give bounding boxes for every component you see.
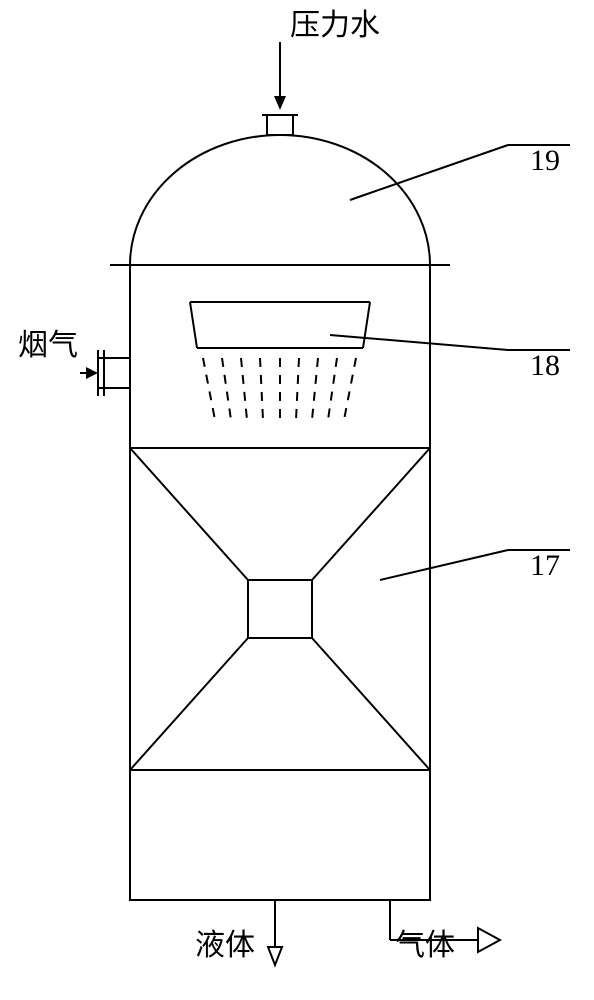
- left-inlet-arrow-head: [86, 367, 98, 379]
- top-nozzle: [267, 115, 293, 135]
- funnel-down-left: [130, 638, 248, 770]
- spray-line: [327, 358, 337, 424]
- callout-17-leader: [380, 550, 508, 580]
- spray-line: [222, 358, 232, 424]
- spray-line: [312, 358, 318, 424]
- hourglass-neck: [248, 580, 312, 638]
- funnel-up-right: [312, 448, 430, 580]
- funnel-down-right: [312, 638, 430, 770]
- label-gas: 气体: [395, 929, 455, 962]
- gas-arrow-head: [478, 928, 500, 952]
- callout-19-leader: [350, 145, 508, 200]
- label-pressure-water: 压力水: [290, 9, 380, 42]
- diagram-svg: 压力水烟气液体 气体 19 18 17: [0, 0, 594, 1000]
- callout-17-number: 17: [530, 549, 560, 582]
- label-liquid: 液体: [195, 929, 255, 962]
- spray-line: [296, 358, 299, 424]
- callout-19-number: 19: [530, 144, 560, 177]
- spray-line: [241, 358, 247, 424]
- callout-18-number: 18: [530, 349, 560, 382]
- label-flue-gas: 烟气: [18, 329, 78, 362]
- vessel-dome: [130, 135, 430, 265]
- spray-line: [203, 358, 216, 424]
- hood-right: [363, 302, 370, 348]
- spray-line: [260, 358, 263, 424]
- funnel-up-left: [130, 448, 248, 580]
- liquid-arrow-head: [268, 947, 282, 965]
- hood-left: [190, 302, 197, 348]
- top-inlet-arrow-head: [274, 96, 286, 110]
- spray-line: [343, 358, 356, 424]
